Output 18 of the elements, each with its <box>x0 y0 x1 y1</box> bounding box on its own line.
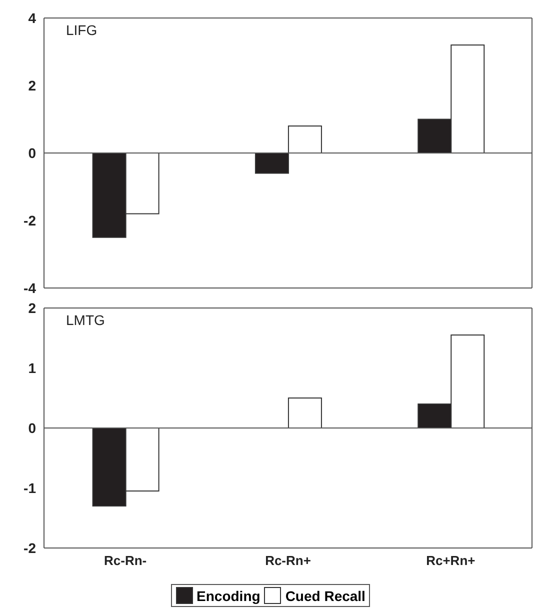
y-tick-label: 2 <box>28 300 36 316</box>
y-tick-label: -1 <box>24 480 36 496</box>
x-tick-label: Rc-Rn- <box>104 553 147 568</box>
y-tick-label: 2 <box>28 77 36 94</box>
y-tick-label: 1 <box>28 360 36 376</box>
y-tick-label: 0 <box>28 144 36 161</box>
legend-label: Encoding <box>196 588 260 604</box>
y-tick-label: -2 <box>24 540 36 556</box>
chart-title: LMTG <box>66 312 105 328</box>
x-tick-label: Rc+Rn+ <box>426 553 476 568</box>
y-tick-label: 4 <box>28 10 36 26</box>
chart-title: LIFG <box>66 22 98 38</box>
y-tick-label: 0 <box>28 420 36 436</box>
y-tick-label: -2 <box>24 212 36 228</box>
bar <box>288 398 322 428</box>
legend-label: Cued Recall <box>285 588 366 604</box>
x-tick-label: Rc-Rn+ <box>265 553 312 568</box>
y-tick-label: -4 <box>24 280 36 296</box>
